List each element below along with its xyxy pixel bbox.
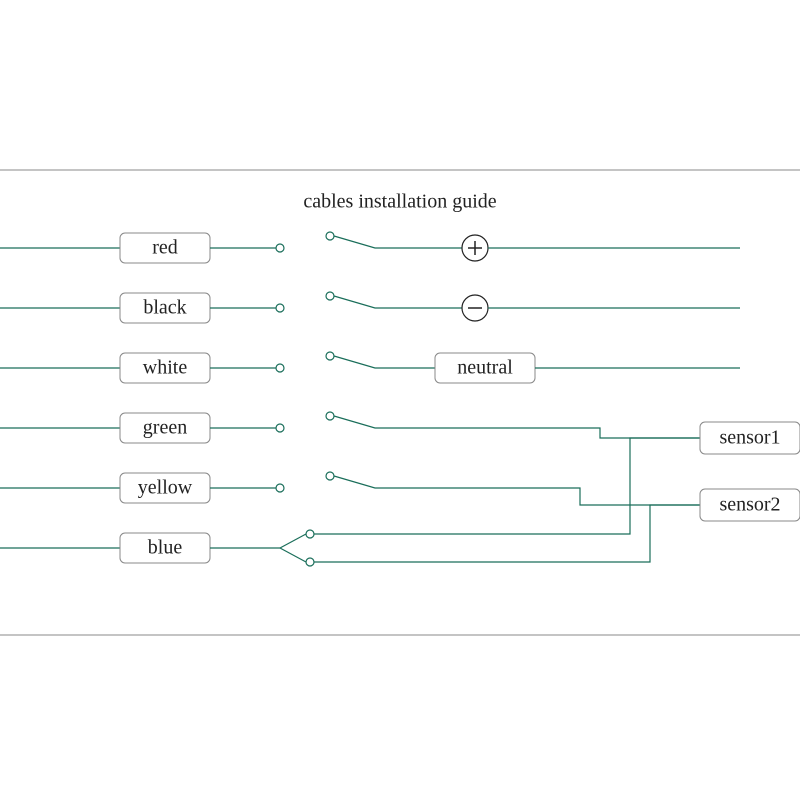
sensor-box-sensor2: sensor2 [700,489,800,521]
color-box-green: green [120,413,210,443]
terminal-arm-red [326,232,334,240]
right-box-neutral-label: neutral [457,357,513,379]
switch-arm-black [334,296,462,308]
color-box-blue: blue [120,533,210,563]
terminal-open-yellow [276,484,284,492]
diagram-title: cables installation guide [303,191,496,213]
color-box-green-label: green [143,417,187,439]
terminal-blue-upper [306,530,314,538]
color-box-white: white [120,353,210,383]
terminal-blue-lower [306,558,314,566]
terminal-open-red [276,244,284,252]
terminal-arm-white [326,352,334,360]
right-box-neutral: neutral [435,353,535,383]
color-box-blue-label: blue [148,537,183,559]
terminal-arm-black [326,292,334,300]
sensor-box-sensor2-label: sensor2 [719,494,780,516]
color-box-red-label: red [152,237,178,259]
wire-yellow-to-sensor2 [334,476,700,505]
sensor-box-sensor1-label: sensor1 [719,427,780,449]
wiring-diagram: cables installation guide red black white ne… [0,0,800,800]
color-box-yellow: yellow [120,473,210,503]
color-box-white-label: white [143,357,188,379]
color-box-black: black [120,293,210,323]
wire-green-to-sensor1 [334,416,700,438]
switch-arm-red [334,236,462,248]
switch-arm-white [334,356,435,368]
terminal-open-green [276,424,284,432]
terminal-open-white [276,364,284,372]
color-box-yellow-label: yellow [138,477,193,499]
color-box-red: red [120,233,210,263]
color-box-black-label: black [143,297,186,319]
terminal-arm-yellow [326,472,334,480]
terminal-arm-green [326,412,334,420]
wire-blue-upper-to-sensor1 [314,438,700,534]
terminal-open-black [276,304,284,312]
sensor-box-sensor1: sensor1 [700,422,800,454]
